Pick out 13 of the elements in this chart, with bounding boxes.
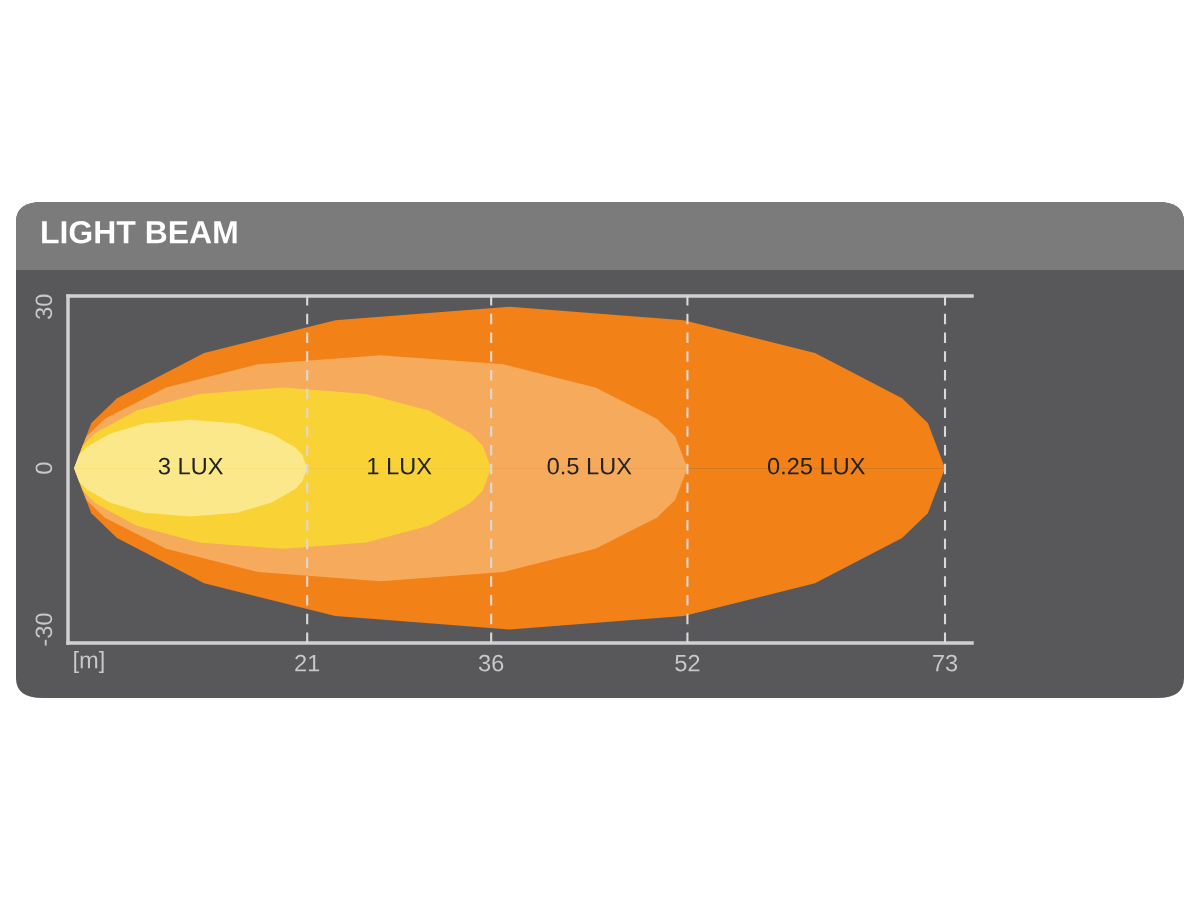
y-tick-label: 0 <box>35 462 53 474</box>
series-label: 0.25 LUX <box>767 457 865 475</box>
series-label: 3 LUX <box>158 457 223 475</box>
series-label: 0.5 LUX <box>547 457 632 475</box>
x-tick-label: 73 <box>933 654 958 672</box>
x-axis-title: [m] <box>74 651 104 674</box>
x-tick-label: 21 <box>295 654 320 672</box>
chart-title: LIGHT BEAM <box>42 220 237 244</box>
x-tick-label: 36 <box>478 654 504 672</box>
x-tick-label: 52 <box>675 654 700 672</box>
series-label: 1 LUX <box>368 458 432 475</box>
y-tick-label: -30 <box>35 613 53 646</box>
y-tick-label: 30 <box>35 294 53 319</box>
